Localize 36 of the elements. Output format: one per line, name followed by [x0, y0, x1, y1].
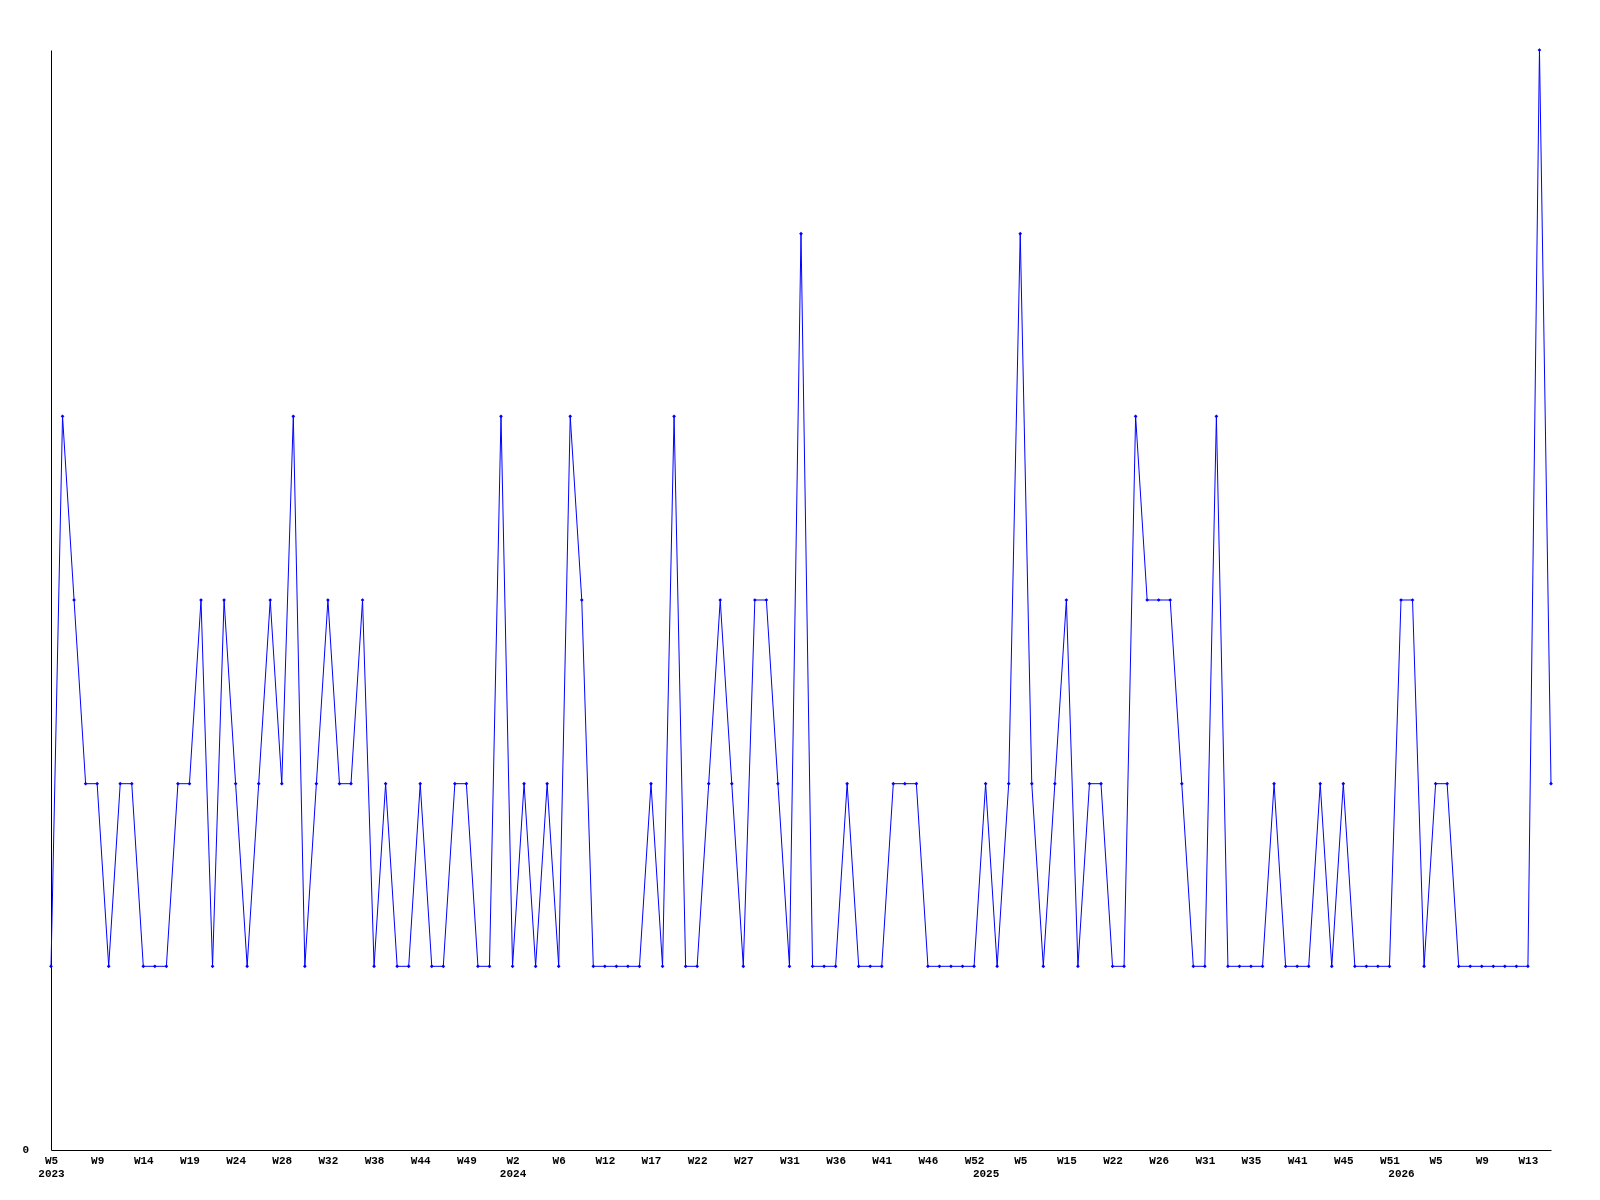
x-tick-label: W38: [364, 1154, 385, 1167]
x-tick-label: W2 2024: [499, 1154, 527, 1180]
x-tick-label: W35: [1241, 1154, 1262, 1167]
x-tick-label: W49: [456, 1154, 477, 1167]
x-tick-label: W46: [918, 1154, 939, 1167]
x-tick-label: W24: [226, 1154, 247, 1167]
x-tick-label: W28: [272, 1154, 293, 1167]
x-tick-label: W5: [1429, 1154, 1444, 1167]
x-tick-label: W19: [180, 1154, 200, 1167]
x-tick-label: W17: [641, 1154, 662, 1167]
x-tick-label: W12: [595, 1154, 616, 1167]
x-tick-label: W14: [133, 1154, 155, 1167]
x-tick-label: W31: [1195, 1154, 1216, 1167]
x-tick-label: W26: [1149, 1154, 1170, 1167]
x-tick-label: W41: [1287, 1154, 1308, 1167]
x-tick-label: W5: [1014, 1154, 1028, 1167]
x-tick-label: W9: [91, 1154, 105, 1167]
x-tick-label: W41: [872, 1154, 893, 1167]
text: 0: [22, 1144, 29, 1156]
x-tick-label: W6: [552, 1154, 566, 1167]
x-tick-label: W32: [318, 1154, 339, 1167]
x-tick-label: W13: [1518, 1154, 1539, 1167]
x-tick-label: W15: [1056, 1154, 1078, 1167]
x-tick-label: W9: [1475, 1154, 1489, 1167]
x-tick-label: W22: [1103, 1154, 1123, 1167]
x-tick-label: 2026: [1388, 1167, 1415, 1180]
x-tick-label: W5 2023: [38, 1154, 66, 1180]
x-tick-label: 2025: [972, 1167, 1000, 1180]
x-tick-label: W52: [964, 1154, 985, 1167]
x-tick-label: W27: [733, 1154, 754, 1167]
x-tick-label: W44: [410, 1154, 432, 1167]
x-tick-label: W45: [1333, 1154, 1355, 1167]
x-tick-label: W31: [780, 1154, 801, 1167]
x-tick-label: W51: [1380, 1154, 1401, 1167]
x-tick-label: W36: [826, 1154, 847, 1167]
x-tick-label: W22: [687, 1154, 708, 1167]
